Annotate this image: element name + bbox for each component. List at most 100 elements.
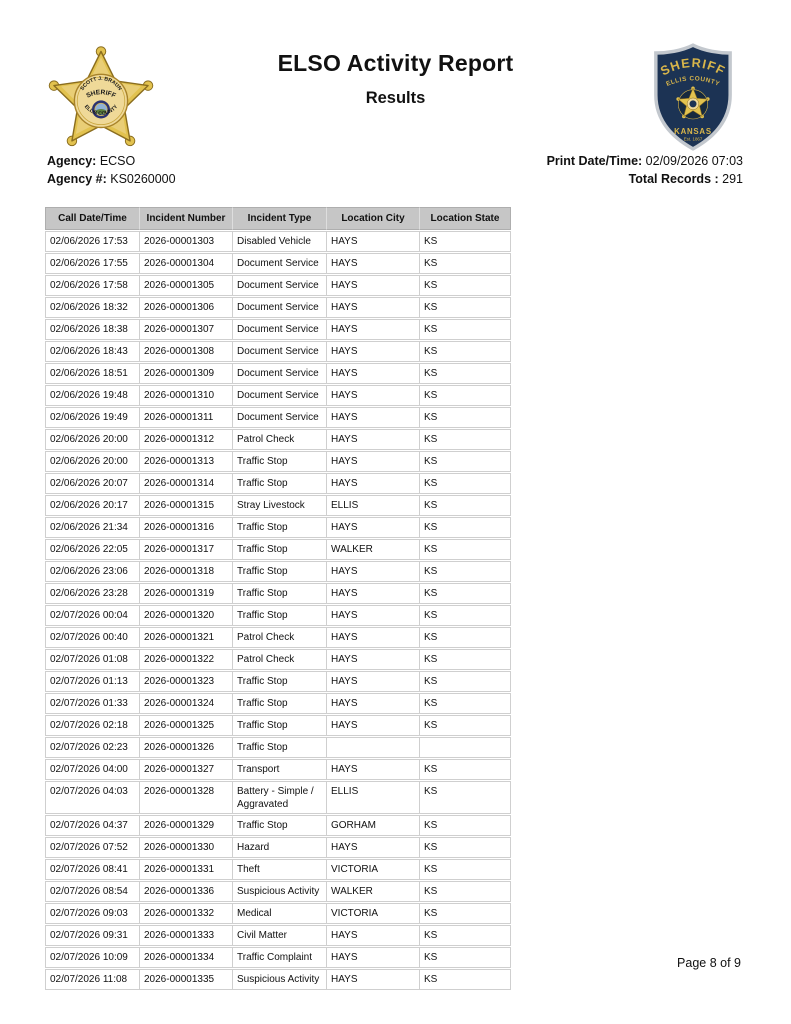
table-cell: Stray Livestock: [232, 495, 326, 516]
table-cell: Battery - Simple / Aggravated: [232, 781, 326, 814]
table-row: 02/06/2026 22:05 2026-00001317 Traffic Sto…: [45, 539, 511, 560]
table-cell: KS: [419, 451, 511, 472]
table-row: 02/07/2026 01:08 2026-00001322 Patrol Chec…: [45, 649, 511, 670]
table-cell: 02/06/2026 19:49: [45, 407, 139, 428]
table-cell: 2026-00001308: [139, 341, 232, 362]
table-cell: Medical: [232, 903, 326, 924]
table-cell: 2026-00001310: [139, 385, 232, 406]
shield-sheriff-text: SHERIFF: [658, 55, 727, 78]
report-subtitle: Results: [365, 89, 426, 107]
table-cell: Traffic Stop: [232, 517, 326, 538]
table-cell: 02/06/2026 17:58: [45, 275, 139, 296]
table-cell: KS: [419, 925, 511, 946]
table-cell: 2026-00001326: [139, 737, 232, 758]
table-cell: 2026-00001311: [139, 407, 232, 428]
print-datetime-value: 02/09/2026 07:03: [645, 154, 743, 168]
col-location-city: Location City: [326, 207, 419, 230]
table-cell: Traffic Stop: [232, 539, 326, 560]
table-cell: Document Service: [232, 275, 326, 296]
table-row: 02/07/2026 02:18 2026-00001325 Traffic Sto…: [45, 715, 511, 736]
table-cell: ELLIS: [326, 781, 419, 814]
table-cell: HAYS: [326, 837, 419, 858]
table-cell: 2026-00001325: [139, 715, 232, 736]
table-cell: 2026-00001309: [139, 363, 232, 384]
star-center-medallion: SCOTT J. BRAUN SHERIFF ELLIS COUNTY: [73, 73, 129, 129]
table-cell: HAYS: [326, 605, 419, 626]
table-cell: KS: [419, 881, 511, 902]
table-cell: KS: [419, 859, 511, 880]
table-cell: 2026-00001319: [139, 583, 232, 604]
table-row: 02/06/2026 20:00 2026-00001313 Traffic Sto…: [45, 451, 511, 472]
table-cell: KS: [419, 837, 511, 858]
table-cell: KS: [419, 539, 511, 560]
table-row: 02/07/2026 08:54 2026-00001336 Suspicious …: [45, 881, 511, 902]
table-cell: KS: [419, 319, 511, 340]
table-cell: HAYS: [326, 583, 419, 604]
table-cell: KS: [419, 627, 511, 648]
table-cell: 02/06/2026 20:00: [45, 429, 139, 450]
table-row: 02/07/2026 11:08 2026-00001335 Suspicious …: [45, 969, 511, 990]
table-cell: 02/07/2026 11:08: [45, 969, 139, 990]
table-cell: Traffic Stop: [232, 561, 326, 582]
table-cell: HAYS: [326, 297, 419, 318]
table-cell: 02/07/2026 00:40: [45, 627, 139, 648]
col-incident-number: Incident Number: [139, 207, 232, 230]
table-cell: HAYS: [326, 693, 419, 714]
table-cell: 2026-00001305: [139, 275, 232, 296]
shield-state-text: KANSAS: [674, 127, 712, 136]
col-call-datetime: Call Date/Time: [45, 207, 139, 230]
table-cell: HAYS: [326, 407, 419, 428]
col-location-state: Location State: [419, 207, 511, 230]
table-cell: 2026-00001334: [139, 947, 232, 968]
table-cell: 02/06/2026 20:00: [45, 451, 139, 472]
table-cell: 02/07/2026 10:09: [45, 947, 139, 968]
table-cell: WALKER: [326, 881, 419, 902]
table-cell: KS: [419, 297, 511, 318]
table-cell: Document Service: [232, 341, 326, 362]
table-cell: 2026-00001312: [139, 429, 232, 450]
table-cell: 02/06/2026 19:48: [45, 385, 139, 406]
table-cell: 2026-00001327: [139, 759, 232, 780]
table-row: 02/07/2026 01:13 2026-00001323 Traffic Sto…: [45, 671, 511, 692]
table-cell: Disabled Vehicle: [232, 231, 326, 252]
total-records-label: Total Records :: [628, 171, 719, 186]
table-cell: Suspicious Activity: [232, 881, 326, 902]
table-cell: KS: [419, 517, 511, 538]
table-cell: HAYS: [326, 363, 419, 384]
sheriff-star-badge: SCOTT J. BRAUN SHERIFF ELLIS COUNTY: [48, 46, 154, 147]
table-cell: Traffic Stop: [232, 473, 326, 494]
table-cell: Document Service: [232, 253, 326, 274]
table-row: 02/07/2026 08:41 2026-00001331 Theft VICTOR…: [45, 859, 511, 880]
table-cell: Document Service: [232, 407, 326, 428]
table-row: 02/07/2026 04:03 2026-00001328 Battery - S…: [45, 781, 511, 814]
report-title: ELSO Activity Report: [277, 50, 514, 76]
table-row: 02/06/2026 18:51 2026-00001309 Document Se…: [45, 363, 511, 384]
table-cell: Suspicious Activity: [232, 969, 326, 990]
total-records-line: Total Records : 291: [547, 171, 743, 189]
table-cell: KS: [419, 561, 511, 582]
table-cell: KS: [419, 495, 511, 516]
table-cell: Document Service: [232, 297, 326, 318]
table-cell: 2026-00001315: [139, 495, 232, 516]
table-row: 02/06/2026 23:06 2026-00001318 Traffic Sto…: [45, 561, 511, 582]
table-cell: Patrol Check: [232, 429, 326, 450]
table-row: 02/06/2026 20:07 2026-00001314 Traffic Sto…: [45, 473, 511, 494]
sheriff-shield-badge: SHERIFF ELLIS COUNTY KANSAS Est. 1867: [654, 43, 732, 151]
table-cell: 02/07/2026 07:52: [45, 837, 139, 858]
table-cell: HAYS: [326, 671, 419, 692]
table-row: 02/07/2026 09:03 2026-00001332 Medical VICT…: [45, 903, 511, 924]
table-cell: KS: [419, 473, 511, 494]
table-cell: KS: [419, 649, 511, 670]
table-cell: 2026-00001304: [139, 253, 232, 274]
agency-line: Agency: ECSO: [47, 153, 176, 171]
table-cell: 2026-00001320: [139, 605, 232, 626]
table-row: 02/06/2026 17:58 2026-00001305 Document Se…: [45, 275, 511, 296]
table-cell: WALKER: [326, 539, 419, 560]
table-cell: 02/06/2026 23:06: [45, 561, 139, 582]
table-cell: KS: [419, 253, 511, 274]
table-cell: 2026-00001307: [139, 319, 232, 340]
table-cell: 02/06/2026 18:51: [45, 363, 139, 384]
table-cell: 2026-00001333: [139, 925, 232, 946]
table-header: Call Date/Time Incident Number Incident …: [45, 207, 511, 230]
